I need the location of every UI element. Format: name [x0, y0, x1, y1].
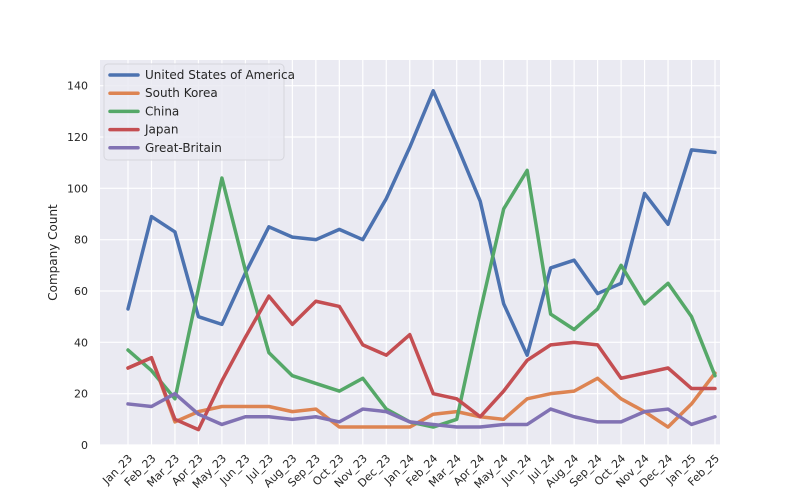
series-lines — [126, 89, 717, 432]
series-line-great-britain — [126, 391, 717, 429]
y-tick-label: 40 — [74, 336, 88, 349]
y-tick-label: 0 — [81, 439, 88, 452]
y-axis-label: Company Count — [46, 204, 60, 301]
legend-label-south-korea: South Korea — [145, 86, 218, 100]
legend-label-great-britain: Great-Britain — [145, 141, 222, 155]
legend-label-china: China — [145, 104, 179, 118]
y-tick-label: 140 — [67, 80, 88, 93]
series-line-south-korea — [126, 355, 717, 429]
y-tick-label: 80 — [74, 234, 88, 247]
series-line-united-states-of-america — [126, 89, 717, 357]
y-tick-label: 60 — [74, 285, 88, 298]
legend: United States of America South Korea China… — [103, 63, 295, 161]
series-line-japan — [126, 294, 717, 432]
x-axis-ticks: Jan_23Feb_23Mar_23Apr_23May_23Jun_23Jul_… — [99, 452, 722, 491]
y-tick-label: 120 — [67, 131, 88, 144]
legend-box — [103, 63, 285, 161]
legend-label-japan: Japan — [144, 123, 178, 137]
y-tick-label: 100 — [67, 182, 88, 195]
legend-label-united-states-of-america: United States of America — [145, 68, 295, 82]
y-axis-ticks: 0 20 40 60 80 100 120 140 — [67, 80, 88, 452]
y-tick-label: 20 — [74, 388, 88, 401]
